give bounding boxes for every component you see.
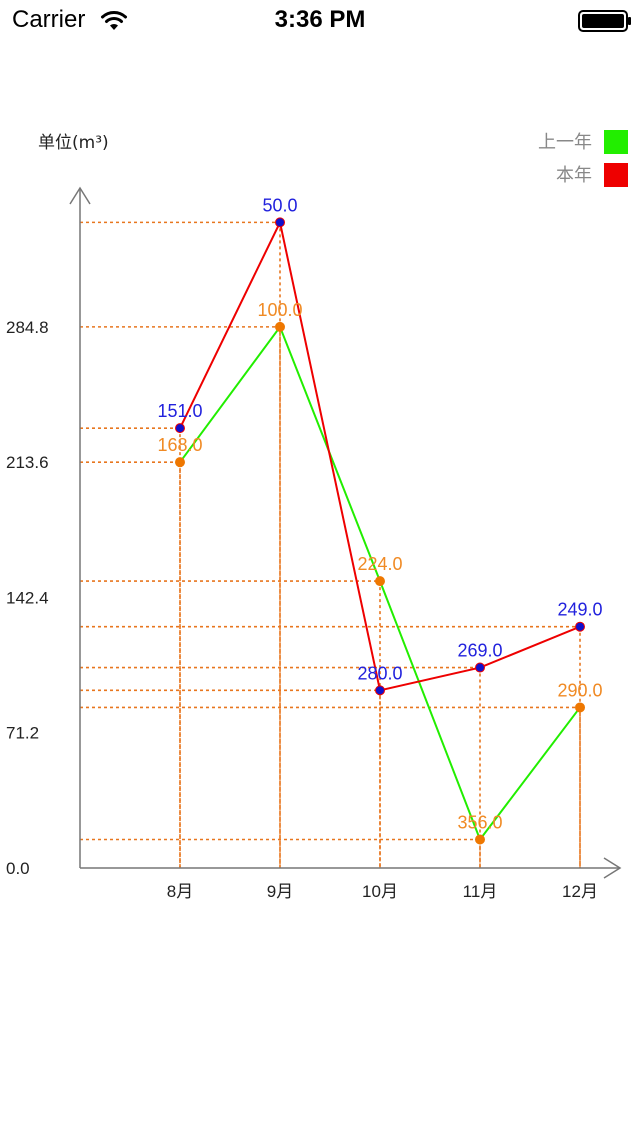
x-tick-labels: 8月 9月 10月 11月 12月 [167, 882, 598, 901]
data-label-last-year: 100.0 [257, 300, 302, 320]
battery-icon [578, 10, 631, 32]
data-label-this-year: 249.0 [557, 600, 602, 620]
guide-lines [80, 221, 581, 868]
point-last-year [275, 321, 285, 332]
x-tick-label: 9月 [267, 882, 293, 901]
series-markers [175, 217, 585, 845]
status-bar: Carrier 3:36 PM [0, 0, 640, 40]
unit-label: 单位(m³) [38, 133, 109, 153]
status-time: 3:36 PM [274, 6, 366, 33]
y-tick-label: 0.0 [6, 859, 30, 878]
y-tick-label: 142.4 [6, 588, 49, 607]
legend-swatch [604, 163, 628, 187]
y-tick-label: 71.2 [6, 724, 39, 743]
point-this-year [375, 685, 385, 696]
data-label-last-year: 356.0 [457, 813, 502, 833]
data-label-last-year: 224.0 [357, 554, 402, 574]
legend-label: 本年 [556, 165, 592, 186]
series-line-this-year [179, 219, 581, 692]
x-tick-label: 12月 [562, 882, 598, 901]
y-tick-label: 284.8 [6, 318, 49, 337]
x-tick-label: 11月 [463, 882, 498, 901]
data-label-last-year: 290.0 [557, 680, 602, 700]
carrier-label: Carrier [12, 6, 86, 33]
y-tick-labels: 0.0 71.2 142.4 213.6 284.8 [6, 318, 49, 878]
x-tick-label: 10月 [362, 882, 398, 901]
point-last-year [475, 834, 485, 845]
point-this-year [575, 621, 585, 632]
x-axis-arrow [603, 857, 622, 879]
data-label-this-year: 151.0 [157, 401, 202, 421]
point-this-year [275, 217, 285, 228]
data-label-this-year: 269.0 [457, 641, 502, 661]
y-axis-arrow [69, 186, 91, 205]
data-label-last-year: 168.0 [157, 435, 202, 455]
axes [69, 186, 622, 879]
x-tick-label: 8月 [167, 882, 193, 901]
point-last-year [575, 702, 585, 713]
point-this-year [475, 662, 485, 673]
legend-label: 上一年 [538, 132, 592, 153]
data-labels: 168.0 100.0 224.0 356.0 290.0 151.0 50.0 280.0 2… [157, 195, 602, 832]
point-this-year [175, 423, 185, 434]
point-last-year [375, 576, 385, 587]
data-label-this-year: 50.0 [262, 195, 297, 215]
wifi-icon [101, 11, 127, 30]
legend-swatch [604, 130, 628, 154]
point-last-year [175, 457, 185, 468]
y-tick-label: 213.6 [6, 453, 49, 472]
data-label-this-year: 280.0 [357, 663, 402, 683]
